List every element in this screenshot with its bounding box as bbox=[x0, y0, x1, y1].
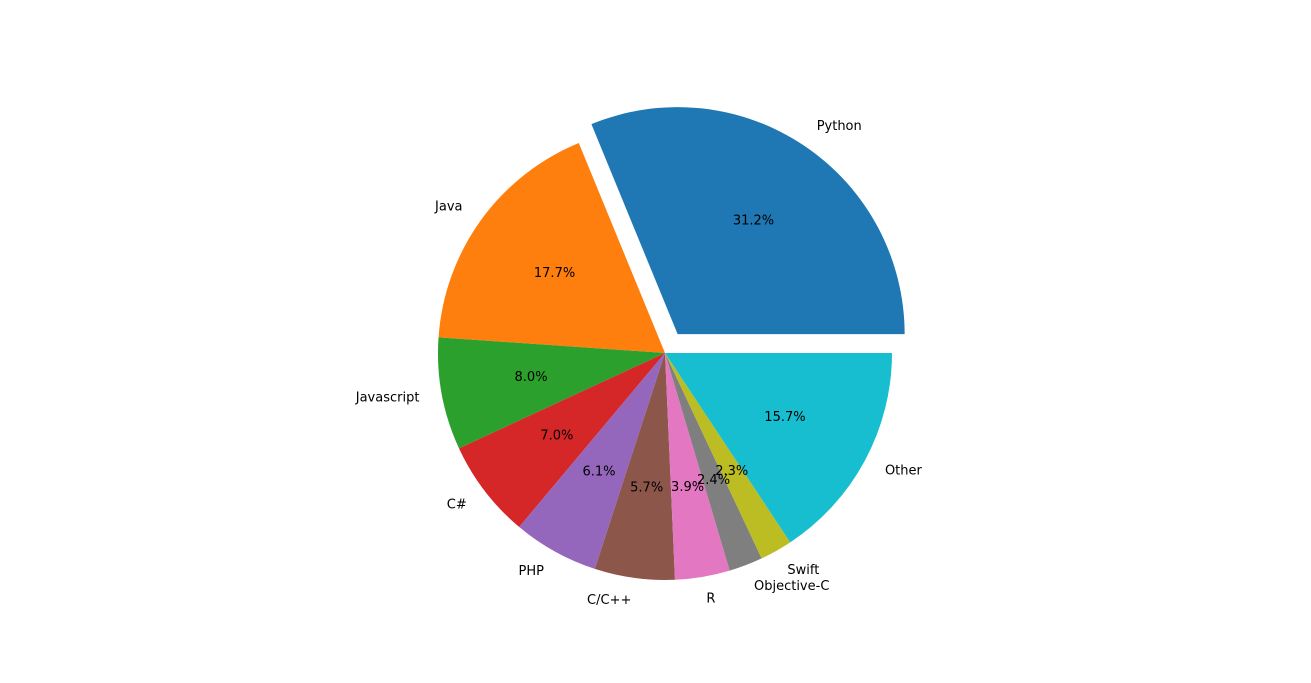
slice-label: R bbox=[706, 592, 715, 607]
slice-label: Swift bbox=[787, 563, 819, 578]
value-label: 6.1% bbox=[582, 465, 615, 480]
value-label: 31.2% bbox=[733, 214, 774, 229]
pie-slice bbox=[665, 353, 730, 580]
slice-label: C/C++ bbox=[587, 593, 631, 608]
pie-slice bbox=[591, 107, 905, 335]
value-label: 15.7% bbox=[764, 410, 805, 425]
value-label: 2.4% bbox=[697, 473, 730, 488]
slice-label: Python bbox=[817, 119, 862, 134]
pie-slice bbox=[438, 337, 665, 449]
pie-slice bbox=[438, 143, 665, 353]
value-label: 5.7% bbox=[630, 480, 663, 495]
value-label: 17.7% bbox=[534, 266, 575, 281]
slice-label: Java bbox=[434, 199, 462, 214]
value-label: 2.3% bbox=[715, 464, 748, 479]
pie-slice bbox=[459, 353, 665, 527]
pie-slice bbox=[665, 353, 892, 543]
value-label: 3.9% bbox=[671, 480, 704, 495]
value-label: 8.0% bbox=[515, 370, 548, 385]
slice-label: PHP bbox=[519, 564, 545, 579]
slice-label: Javascript bbox=[355, 391, 420, 406]
pie-slice bbox=[594, 353, 675, 580]
slice-label: C# bbox=[447, 497, 467, 512]
slice-label: Objective-C bbox=[754, 579, 829, 594]
slice-label: Other bbox=[885, 464, 923, 479]
value-label: 7.0% bbox=[540, 428, 573, 443]
pie-slice bbox=[519, 353, 665, 569]
pie-slice bbox=[665, 353, 791, 559]
pie-slice bbox=[665, 353, 762, 571]
